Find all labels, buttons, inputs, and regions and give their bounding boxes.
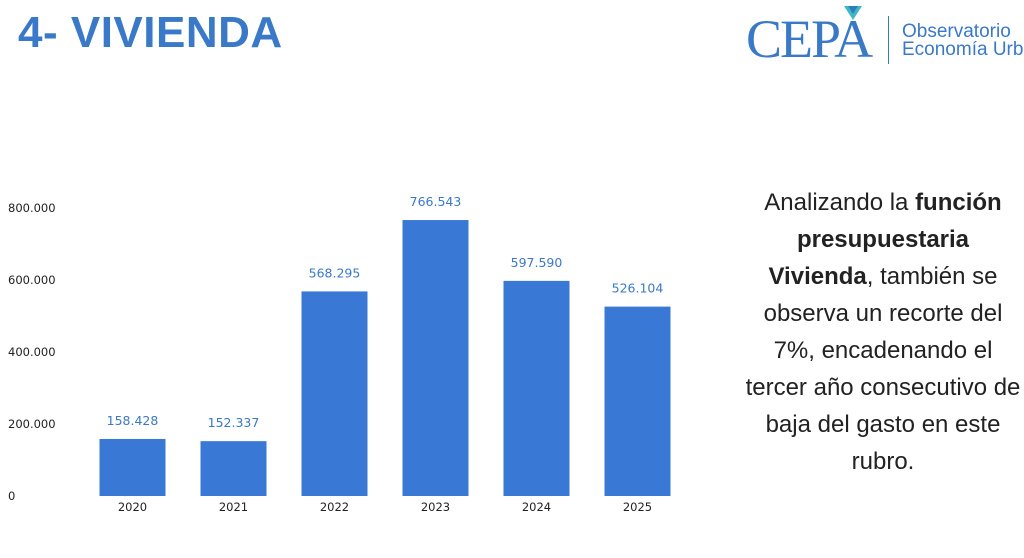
- commentary-highlight: función presupuestaria Vivienda: [768, 189, 1002, 290]
- bar-2023: [402, 220, 469, 496]
- y-tick-label: 400.000: [8, 345, 56, 359]
- logo-text-observatorio: Observatorio: [902, 21, 1011, 42]
- commentary-part-1: Analizando la: [764, 189, 916, 216]
- y-tick-label: 200.000: [8, 417, 56, 431]
- logo-mark: CEPA: [746, 9, 873, 68]
- x-tick-label-2021: 2021: [219, 500, 248, 514]
- y-tick-label: 0: [8, 489, 15, 503]
- commentary-text: Analizando la función presupuestaria Viv…: [742, 184, 1024, 480]
- x-tick-label-2023: 2023: [421, 500, 450, 514]
- bar-2024: [503, 280, 570, 496]
- logo-triangle-icon: [844, 6, 862, 20]
- bar-2022: [301, 291, 368, 496]
- bar-2025: [604, 306, 671, 496]
- page-title: 4- VIVIENDA: [18, 8, 283, 57]
- logo-divider: [888, 16, 889, 64]
- y-tick-label: 800.000: [8, 201, 56, 215]
- data-label-2022: 568.295: [309, 265, 361, 280]
- y-tick-label: 600.000: [8, 273, 56, 287]
- x-tick-label-2025: 2025: [623, 500, 652, 514]
- bar-2020: [99, 438, 166, 496]
- data-label-2024: 597.590: [511, 255, 563, 270]
- bar-2021: [200, 441, 267, 496]
- x-tick-label-2024: 2024: [522, 500, 551, 514]
- data-label-2023: 766.543: [410, 194, 462, 209]
- data-label-2021: 152.337: [208, 415, 260, 430]
- data-label-2025: 526.104: [612, 281, 664, 296]
- cepa-logo: CEPA Observatorio Economía Urb: [746, 4, 1024, 68]
- bar-chart: 0 200.000 400.000 600.000 800.000 158.428 2020…: [8, 194, 671, 514]
- logo-text-economia: Economía Urb: [902, 39, 1024, 60]
- commentary-part-2: , también se observa un recorte del 7%, …: [745, 263, 1021, 475]
- x-tick-label-2022: 2022: [320, 500, 349, 514]
- x-tick-label-2020: 2020: [118, 500, 147, 514]
- data-label-2020: 158.428: [107, 413, 159, 428]
